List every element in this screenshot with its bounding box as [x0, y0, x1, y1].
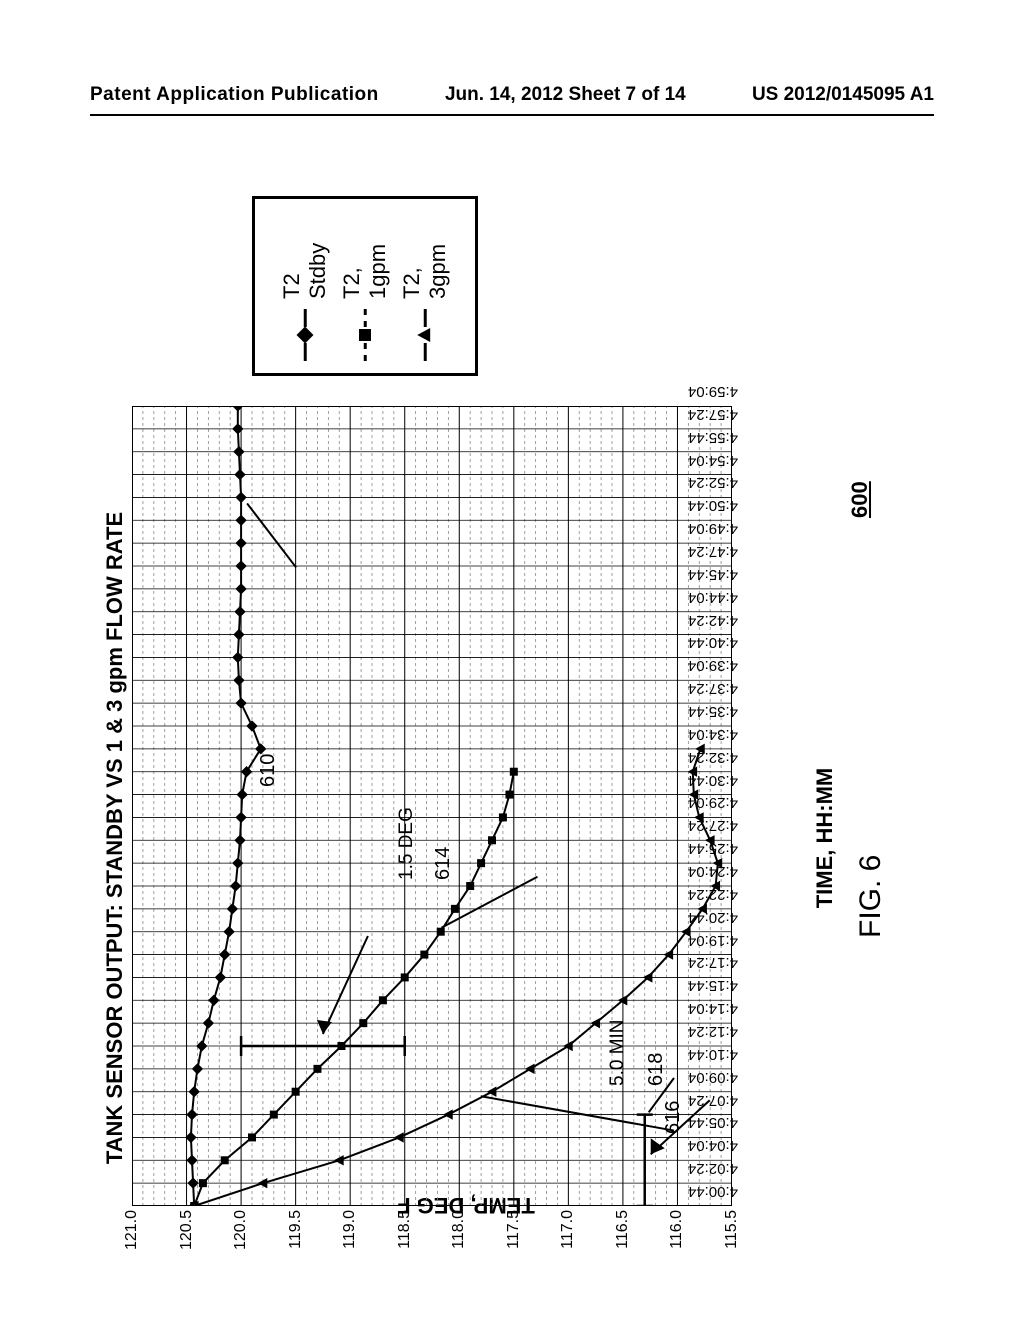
legend-label: T2 Stdby: [279, 211, 331, 299]
y-tick-labels: 115.5116.0116.5117.0117.5118.0118.5119.0…: [132, 1210, 732, 1260]
header-divider: [90, 114, 934, 116]
y-tick-label: 118.0: [450, 1210, 468, 1249]
x-tick-label: 4:25:44: [688, 840, 738, 857]
header-right: US 2012/0145095 A1: [752, 84, 934, 106]
square-icon: [359, 329, 371, 341]
triangle-icon: [417, 328, 430, 342]
legend-marker-square: [356, 309, 374, 361]
figure-container: TANK SENSOR OUTPUT: STANDBY VS 1 & 3 gpm…: [92, 168, 932, 1278]
y-tick-label: 116.0: [668, 1210, 686, 1249]
chart-title: TANK SENSOR OUTPUT: STANDBY VS 1 & 3 gpm…: [102, 398, 128, 1278]
x-tick-label: 4:42:24: [688, 612, 738, 629]
x-tick-label: 4:49:04: [688, 520, 738, 537]
legend-row: T2 Stdby: [279, 211, 331, 361]
page-header: Patent Application Publication Jun. 14, …: [90, 84, 934, 106]
x-axis-label: TIME, HH:MM: [812, 398, 838, 1278]
legend-label: T2, 3gpm: [399, 211, 451, 299]
callout-610: 610: [257, 754, 280, 787]
figure-rotated: TANK SENSOR OUTPUT: STANDBY VS 1 & 3 gpm…: [92, 168, 932, 1278]
x-tick-label: 4:04:04: [688, 1137, 738, 1154]
y-tick-label: 120.5: [178, 1210, 196, 1250]
chart-svg: [132, 406, 732, 1206]
callout-618: 618: [645, 1053, 668, 1086]
x-tick-label: 4:57:24: [688, 406, 738, 423]
x-tick-label: 4:10:44: [688, 1046, 738, 1063]
legend-marker-diamond: [296, 309, 314, 361]
x-tick-label: 4:47:24: [688, 543, 738, 560]
x-tick-label: 4:17:24: [688, 954, 738, 971]
annot-deg: 1.5 DEG: [396, 807, 418, 880]
x-tick-label: 4:20:44: [688, 909, 738, 926]
x-tick-label: 4:59:04: [688, 383, 738, 400]
annot-min: 5.0 MIN: [607, 1019, 629, 1086]
x-tick-label: 4:54:04: [688, 452, 738, 469]
diamond-icon: [297, 327, 314, 344]
figure-number-600: 600: [847, 481, 873, 518]
x-tick-label: 4:35:44: [688, 703, 738, 720]
x-tick-label: 4:29:04: [688, 794, 738, 811]
legend-row: T2, 3gpm: [399, 211, 451, 361]
x-tick-label: 4:00:44: [688, 1183, 738, 1200]
header-left: Patent Application Publication: [90, 84, 379, 106]
x-tick-label: 4:40:44: [688, 634, 738, 651]
legend-row: T2, 1gpm: [339, 211, 391, 361]
y-tick-label: 115.5: [723, 1210, 741, 1249]
x-tick-label: 4:12:24: [688, 1023, 738, 1040]
x-tick-label: 4:19:04: [688, 932, 738, 949]
x-tick-label: 4:30:44: [688, 772, 738, 789]
x-tick-label: 4:05:44: [688, 1114, 738, 1131]
x-tick-label: 4:22:24: [688, 886, 738, 903]
x-tick-label: 4:44:04: [688, 589, 738, 606]
y-tick-label: 117.0: [559, 1210, 577, 1249]
header-center: Jun. 14, 2012 Sheet 7 of 14: [445, 84, 686, 106]
x-tick-label: 4:55:44: [688, 429, 738, 446]
y-tick-label: 116.5: [614, 1210, 632, 1249]
x-tick-label: 4:02:24: [688, 1160, 738, 1177]
y-tick-label: 119.0: [341, 1210, 359, 1249]
plot-wrapper: TEMP, DEG F 115.5116.0116.5117.0117.5118…: [132, 398, 800, 1278]
x-tick-label: 4:27:24: [688, 817, 738, 834]
figure-label: FIG. 6: [854, 855, 888, 938]
y-tick-label: 118.5: [396, 1210, 414, 1249]
legend-label: T2, 1gpm: [339, 211, 391, 299]
callout-614: 614: [432, 847, 455, 880]
x-tick-label: 4:07:24: [688, 1092, 738, 1109]
x-tick-label: 4:32:24: [688, 749, 738, 766]
y-tick-label: 121.0: [123, 1210, 141, 1250]
x-tick-label: 4:50:44: [688, 497, 738, 514]
x-tick-label: 4:37:24: [688, 680, 738, 697]
legend-marker-triangle: [416, 309, 434, 361]
x-tick-label: 4:15:44: [688, 977, 738, 994]
y-tick-label: 120.0: [232, 1210, 250, 1250]
x-tick-labels: 4:00:444:02:244:04:044:05:444:07:244:09:…: [732, 406, 822, 1206]
plot-frame: [132, 406, 732, 1206]
x-tick-label: 4:45:44: [688, 566, 738, 583]
y-tick-label: 119.5: [287, 1210, 305, 1249]
x-tick-label: 4:52:24: [688, 474, 738, 491]
y-tick-label: 117.5: [505, 1210, 523, 1249]
x-tick-label: 4:24:04: [688, 863, 738, 880]
x-tick-label: 4:09:04: [688, 1069, 738, 1086]
legend: T2 Stdby T2, 1gpm T2, 3gpm: [252, 196, 478, 376]
callout-616: 616: [662, 1101, 685, 1134]
x-tick-label: 4:14:04: [688, 1000, 738, 1017]
x-tick-label: 4:34:04: [688, 726, 738, 743]
x-tick-label: 4:39:04: [688, 657, 738, 674]
